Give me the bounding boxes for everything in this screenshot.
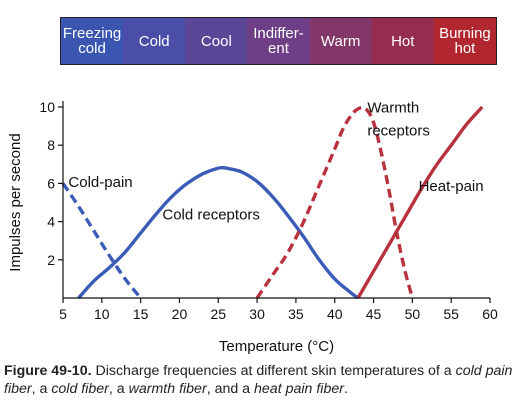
y-tick-label-0: 2 <box>47 252 55 268</box>
banner-band-1: Cold <box>123 18 186 64</box>
banner-band-2: Cool <box>185 18 248 64</box>
y-axis-label: Impulses per second <box>7 133 24 271</box>
x-tick-label-3: 20 <box>172 306 188 322</box>
caption-figure-label: Figure 49-10. <box>4 363 92 379</box>
annotation-label-3: receptors <box>367 123 430 140</box>
x-tick-label-7: 40 <box>327 306 343 322</box>
series-line-0 <box>61 182 142 300</box>
caption-text: Discharge frequencies at different skin … <box>91 363 456 379</box>
x-tick-label-1: 10 <box>94 306 110 322</box>
discharge-frequency-chart: 5 10 15 20 25 30 35 40 45 50 55 60 2 4 6 8 10 Temperature… <box>7 99 498 355</box>
x-tick-label-4: 25 <box>210 306 226 322</box>
y-tick-label-3: 8 <box>47 137 55 153</box>
series-line-1 <box>77 165 360 300</box>
banner-band-4: Warm <box>309 18 372 64</box>
series-line-2 <box>255 105 415 299</box>
banner-band-6: Burning hot <box>433 18 496 64</box>
temperature-sensation-banner: Freezing cold Cold Cool Indiffer- ent Warm Ho… <box>60 17 497 65</box>
x-tick-label-5: 30 <box>249 306 265 322</box>
y-tick-label-1: 4 <box>47 214 55 230</box>
caption-term-heat-pain: heat pain fiber <box>254 381 344 397</box>
caption-end: . <box>343 381 348 397</box>
banner-band-0: Freezing cold <box>61 18 124 64</box>
caption-term-cold: cold fiber <box>51 381 109 397</box>
banner-band-5: Hot <box>371 18 434 64</box>
x-axis-label: Temperature (°C) <box>219 338 334 355</box>
y-tick-label-4: 10 <box>39 99 55 115</box>
annotation-label-2: Warmth <box>367 100 419 117</box>
x-tick-label-10: 55 <box>443 306 459 322</box>
y-tick-label-2: 6 <box>47 175 55 191</box>
caption-sep: , and a <box>206 381 255 397</box>
x-tick-label-6: 35 <box>288 306 304 322</box>
annotation-label-0: Cold-pain <box>68 174 132 191</box>
x-tick-label-2: 15 <box>133 306 149 322</box>
banner-band-3: Indiffer- ent <box>247 18 310 64</box>
caption-sep: , a <box>31 381 52 397</box>
x-tick-label-9: 50 <box>405 306 421 322</box>
x-tick-label-8: 45 <box>366 306 382 322</box>
figure-caption: Figure 49-10. Discharge frequencies at d… <box>4 362 526 398</box>
annotation-label-4: Heat-pain <box>419 178 484 195</box>
annotation-label-1: Cold receptors <box>162 207 260 224</box>
series-line-3 <box>356 105 484 299</box>
caption-sep: , a <box>108 381 129 397</box>
x-tick-label-0: 5 <box>59 306 67 322</box>
x-tick-label-11: 60 <box>482 306 498 322</box>
caption-term-warmth: warmth fiber <box>128 381 207 397</box>
caption-term-cold-pain: cold pain fiber <box>4 363 513 397</box>
